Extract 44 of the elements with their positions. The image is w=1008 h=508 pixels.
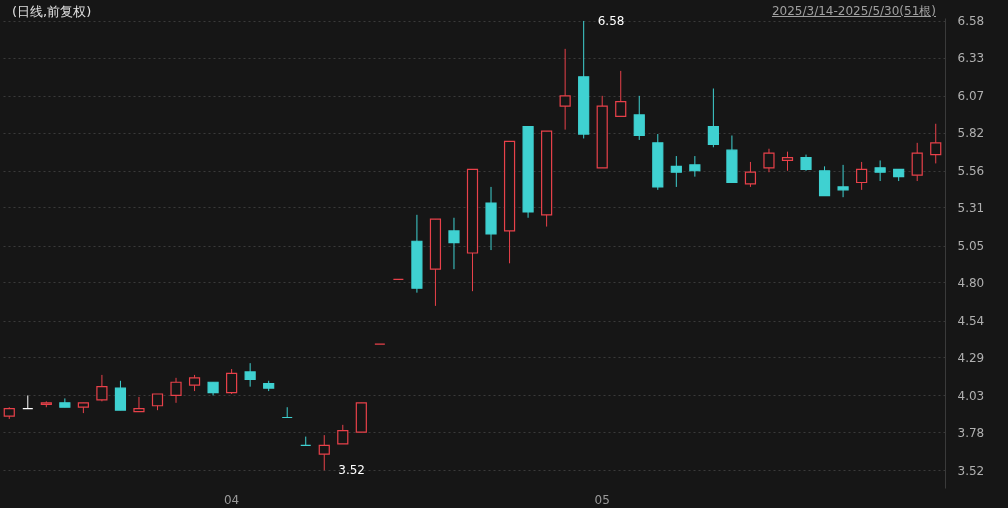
- x-tick-label: 05: [594, 492, 610, 507]
- y-tick-label: 6.07: [957, 89, 985, 104]
- candlestick: [337, 424, 349, 445]
- candlestick: [114, 380, 127, 411]
- y-tick-label: 5.82: [957, 126, 985, 141]
- annotation: 6.58: [597, 13, 625, 28]
- y-tick-label: 4.54: [957, 314, 985, 329]
- candlestick: [781, 151, 794, 172]
- candlestick: [133, 396, 145, 413]
- candlestick: [615, 70, 627, 118]
- candlestick: [281, 406, 293, 419]
- y-tick-label: 5.05: [957, 239, 985, 254]
- candlestick: [170, 377, 182, 404]
- y-tick-label: 4.80: [957, 275, 985, 290]
- y-tick-label: 4.29: [957, 350, 985, 365]
- candlestick: [633, 95, 645, 141]
- y-tick-label: 6.58: [957, 14, 985, 29]
- candlestick: [856, 161, 868, 191]
- candlestick: [837, 164, 849, 198]
- candlestick: [96, 374, 108, 402]
- annotation: 3.52: [338, 463, 365, 478]
- chart-subtitle: 2025/3/14-2025/5/30(51根): [771, 3, 936, 20]
- candlestick: [763, 148, 775, 173]
- y-tick-label: 4.03: [957, 388, 985, 403]
- x-tick-label: 04: [223, 492, 240, 507]
- candlestick: [689, 155, 701, 178]
- y-tick-label: 6.33: [957, 51, 985, 66]
- y-tick-label: 3.52: [957, 463, 985, 478]
- candlestick: [318, 434, 330, 471]
- candlestick: [448, 217, 460, 270]
- candlestick: [744, 161, 757, 188]
- y-tick-label: 5.56: [957, 164, 985, 179]
- candlestick: [244, 362, 256, 388]
- candlestick: [930, 123, 942, 164]
- y-tick-label: 5.31: [957, 200, 985, 215]
- candlestick: [22, 394, 34, 410]
- candlestick: [226, 368, 238, 395]
- candlestick: [559, 48, 571, 131]
- candlestick: [707, 88, 719, 148]
- y-tick-label: 3.78: [957, 425, 985, 440]
- chart-title: (日线,前复权): [12, 3, 92, 21]
- candlestick: [911, 142, 923, 182]
- candlestick: [670, 155, 682, 188]
- candlestick: [874, 159, 886, 182]
